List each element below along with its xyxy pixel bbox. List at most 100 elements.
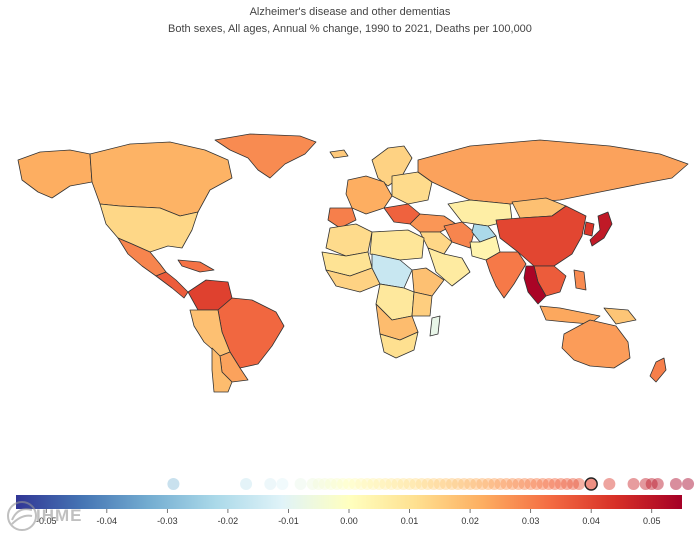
region-papua[interactable] [603, 307, 637, 325]
distribution-dot[interactable] [318, 478, 331, 490]
distribution-dot[interactable] [167, 478, 180, 490]
distribution-dot[interactable] [240, 478, 253, 490]
region-korea[interactable] [583, 221, 595, 237]
distribution-dot[interactable] [276, 478, 289, 490]
distribution-dot[interactable] [445, 478, 458, 490]
region-russia[interactable] [417, 139, 689, 205]
distribution-dot[interactable] [669, 478, 682, 490]
distribution-dot[interactable] [518, 478, 531, 490]
distribution-dot[interactable] [542, 478, 555, 490]
distribution-dot[interactable] [627, 478, 640, 490]
region-southern-africa[interactable] [379, 331, 419, 359]
legend-tick-label: -0.01 [278, 516, 299, 526]
distribution-dot[interactable] [409, 478, 422, 490]
legend-tick-label: 0.05 [643, 516, 661, 526]
world-map[interactable] [0, 120, 700, 400]
distribution-dot[interactable] [639, 478, 652, 490]
distribution-dots [167, 477, 695, 491]
distribution-dot[interactable] [421, 478, 434, 490]
distribution-dot[interactable] [494, 478, 507, 490]
distribution-dot[interactable] [645, 478, 658, 490]
distribution-dot[interactable] [385, 478, 398, 490]
distribution-dot[interactable] [403, 478, 416, 490]
distribution-dot[interactable] [482, 478, 495, 490]
region-thailand[interactable] [523, 265, 547, 305]
region-india[interactable] [485, 251, 527, 299]
distribution-dot[interactable] [306, 478, 319, 490]
distribution-dot[interactable] [451, 478, 464, 490]
distribution-dot[interactable] [391, 478, 404, 490]
region-horn-of-africa[interactable] [411, 267, 445, 297]
distribution-dot[interactable] [470, 478, 483, 490]
highlighted-dot[interactable] [584, 477, 598, 491]
distribution-dot[interactable] [573, 478, 586, 490]
distribution-dot[interactable] [361, 478, 374, 490]
region-arabia[interactable] [427, 247, 471, 287]
legend-bar [16, 495, 682, 509]
distribution-dot[interactable] [264, 478, 277, 490]
distribution-dot[interactable] [476, 478, 489, 490]
distribution-dot[interactable] [512, 478, 525, 490]
distribution-dot[interactable] [355, 478, 368, 490]
legend-tick-label: 0.00 [340, 516, 358, 526]
region-indonesia[interactable] [539, 305, 601, 325]
legend-tick-label: 0.04 [582, 516, 600, 526]
distribution-dot[interactable] [603, 478, 616, 490]
distribution-dot[interactable] [343, 478, 355, 490]
region-patagonia[interactable] [211, 347, 233, 393]
distribution-dot[interactable] [439, 478, 452, 490]
region-middle-east[interactable] [419, 231, 453, 255]
color-legend: -0.05 -0.04 -0.03 -0.02 -0.01 0.00 0.01 0.02 0.0… [16, 477, 695, 526]
distribution-dot[interactable] [506, 478, 519, 490]
distribution-dot[interactable] [560, 478, 573, 490]
distribution-dot[interactable] [312, 478, 325, 490]
region-caribbean[interactable] [177, 259, 215, 273]
distribution-dot[interactable] [536, 478, 549, 490]
region-iceland[interactable] [329, 149, 349, 159]
distribution-dot[interactable] [349, 478, 362, 490]
distribution-dot[interactable] [464, 478, 477, 490]
region-japan[interactable] [589, 211, 613, 247]
distribution-dot[interactable] [567, 478, 580, 490]
region-north-africa-west[interactable] [325, 223, 373, 257]
region-greenland[interactable] [214, 133, 317, 179]
distribution-dot[interactable] [458, 478, 471, 490]
region-alaska[interactable] [17, 149, 93, 199]
title-block: Alzheimer's disease and other dementias … [0, 6, 700, 35]
distribution-dot[interactable] [336, 478, 349, 490]
region-east-africa[interactable] [411, 291, 433, 317]
region-central-america[interactable] [155, 271, 189, 299]
distribution-dot[interactable] [530, 478, 543, 490]
ihme-logo-text: IHME [36, 506, 83, 525]
distribution-dot[interactable] [415, 478, 428, 490]
region-china[interactable] [495, 205, 587, 267]
legend-tick-label: -0.04 [97, 516, 118, 526]
region-iberia[interactable] [327, 207, 357, 229]
distribution-dot[interactable] [554, 478, 567, 490]
distribution-dot[interactable] [397, 478, 410, 490]
region-philippines[interactable] [573, 269, 587, 291]
distribution-dot[interactable] [524, 478, 537, 490]
distribution-dot[interactable] [548, 478, 561, 490]
legend-tick-label: -0.03 [157, 516, 178, 526]
ihme-logo [7, 501, 37, 531]
region-iran[interactable] [443, 221, 475, 249]
legend-tick-label: -0.02 [218, 516, 239, 526]
distribution-dot[interactable] [379, 478, 392, 490]
distribution-dot[interactable] [324, 478, 337, 490]
distribution-dot[interactable] [433, 478, 446, 490]
distribution-dot[interactable] [367, 478, 380, 490]
region-egypt-libya[interactable] [369, 229, 425, 261]
distribution-dot[interactable] [500, 478, 513, 490]
distribution-dot[interactable] [373, 478, 386, 490]
distribution-dot[interactable] [330, 478, 343, 490]
distribution-dot[interactable] [682, 478, 695, 490]
region-australia[interactable] [561, 319, 631, 369]
distribution-dot[interactable] [427, 478, 440, 490]
distribution-dot[interactable] [651, 478, 664, 490]
chart-subtitle: Both sexes, All ages, Annual % change, 1… [168, 23, 532, 35]
region-madagascar[interactable] [429, 315, 441, 337]
distribution-dot[interactable] [294, 478, 307, 490]
distribution-dot[interactable] [488, 478, 501, 490]
region-new-zealand[interactable] [649, 357, 667, 383]
